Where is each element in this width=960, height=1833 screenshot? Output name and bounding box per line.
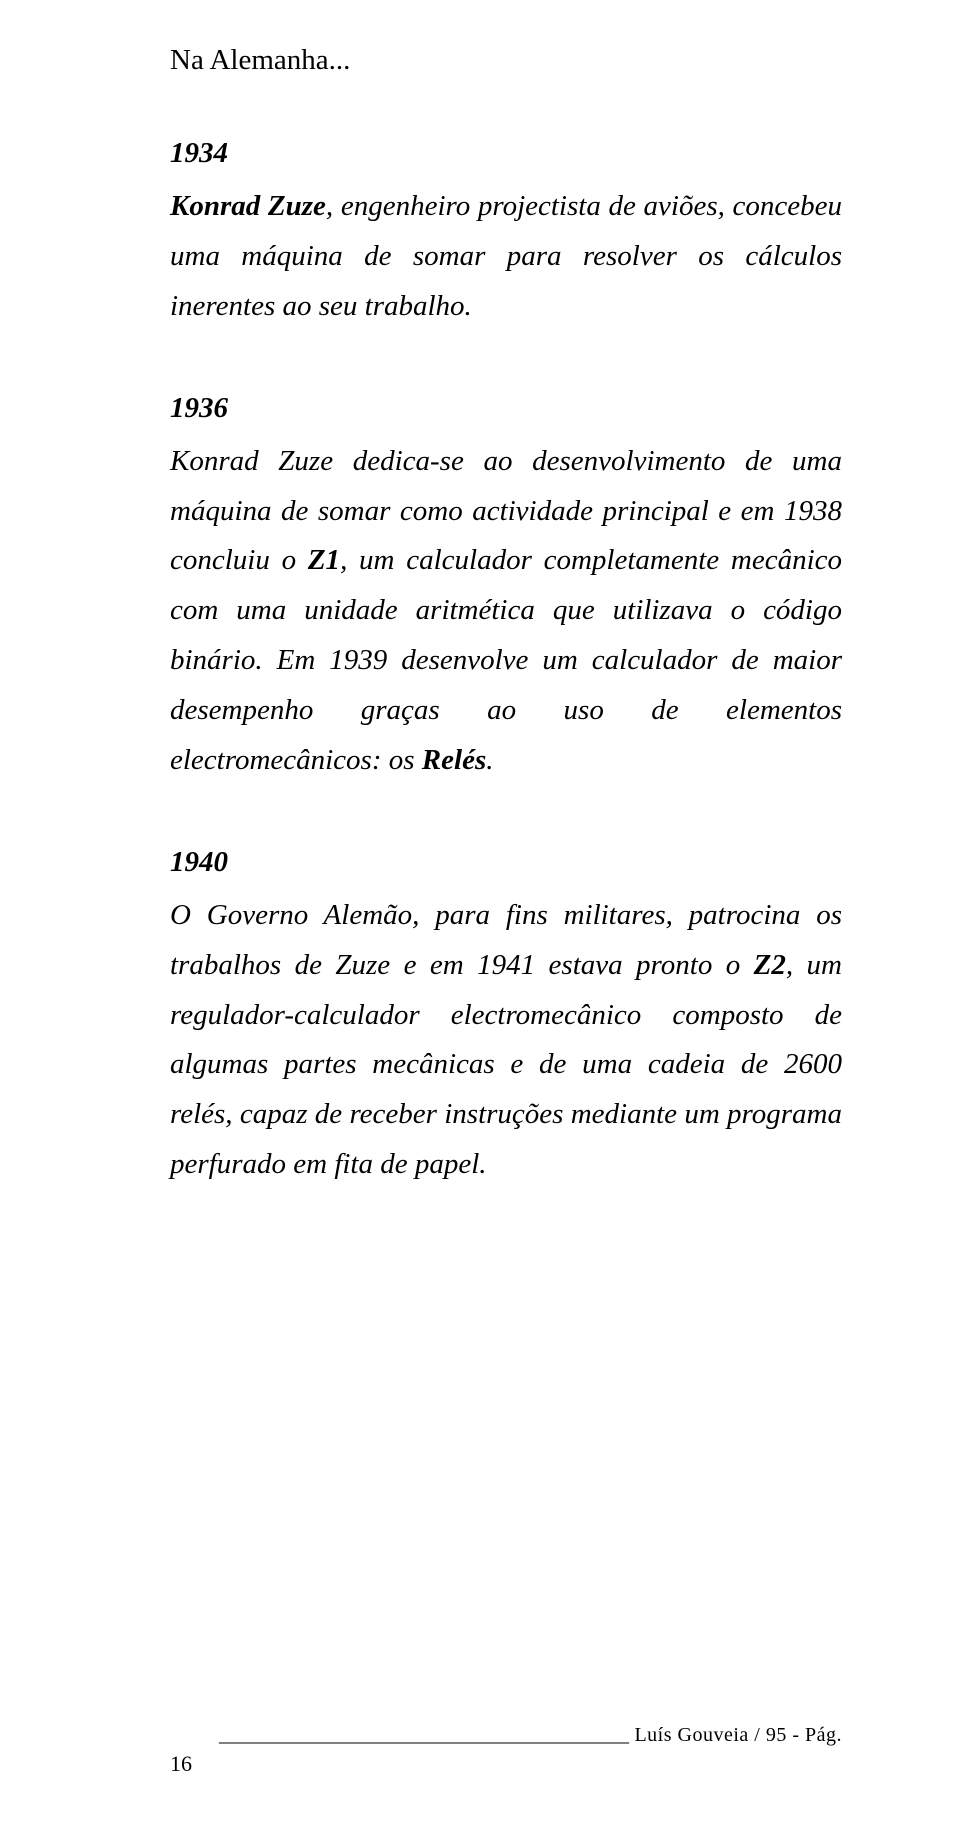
text-mid2: . (486, 744, 493, 776)
bold-term: Z2 (754, 949, 786, 981)
footer-rule: ________________________________________… (219, 1724, 629, 1747)
section-1934: 1934 Konrad Zuze, engenheiro projectista… (170, 137, 842, 332)
year-heading: 1940 (170, 846, 842, 879)
region-title: Na Alemanha... (170, 44, 842, 77)
bold-term: Z1 (308, 544, 340, 576)
text-pre: O Governo Alemão, para fins militares, p… (170, 899, 842, 981)
year-heading: 1934 (170, 137, 842, 170)
bold-term: Relés (422, 744, 486, 776)
page-number: 16 (170, 1751, 842, 1777)
paragraph: Konrad Zuze dedica-se ao desenvolvimento… (170, 437, 842, 786)
section-1940: 1940 O Governo Alemão, para fins militar… (170, 846, 842, 1190)
section-1936: 1936 Konrad Zuze dedica-se ao desenvolvi… (170, 392, 842, 786)
page-footer: ________________________________________… (170, 1724, 842, 1777)
bold-term: Konrad Zuze (170, 190, 326, 222)
text-mid: , um calculador completamente mecânico c… (170, 544, 842, 776)
paragraph: Konrad Zuze, engenheiro projectista de a… (170, 182, 842, 332)
year-heading: 1936 (170, 392, 842, 425)
document-page: Na Alemanha... 1934 Konrad Zuze, engenhe… (0, 0, 960, 1833)
footer-credit: Luís Gouveia / 95 - Pág. (629, 1724, 842, 1746)
text-mid: , um regulador-calculador electromecânic… (170, 949, 842, 1181)
footer-credit-line: ________________________________________… (170, 1724, 842, 1747)
paragraph: O Governo Alemão, para fins militares, p… (170, 891, 842, 1190)
